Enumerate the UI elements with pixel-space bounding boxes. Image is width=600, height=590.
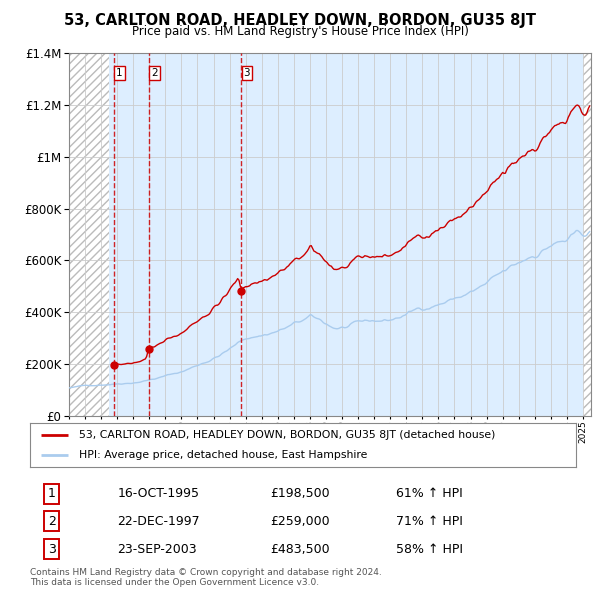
- Text: £483,500: £483,500: [270, 543, 330, 556]
- Text: 71% ↑ HPI: 71% ↑ HPI: [396, 515, 463, 528]
- Text: 58% ↑ HPI: 58% ↑ HPI: [396, 543, 463, 556]
- Text: 3: 3: [48, 543, 56, 556]
- Text: £198,500: £198,500: [270, 487, 330, 500]
- Text: 53, CARLTON ROAD, HEADLEY DOWN, BORDON, GU35 8JT (detached house): 53, CARLTON ROAD, HEADLEY DOWN, BORDON, …: [79, 430, 496, 440]
- Text: 2: 2: [48, 515, 56, 528]
- Text: 53, CARLTON ROAD, HEADLEY DOWN, BORDON, GU35 8JT: 53, CARLTON ROAD, HEADLEY DOWN, BORDON, …: [64, 13, 536, 28]
- Text: 2: 2: [151, 68, 158, 78]
- Text: 23-SEP-2003: 23-SEP-2003: [118, 543, 197, 556]
- Text: 1: 1: [48, 487, 56, 500]
- Text: 3: 3: [244, 68, 250, 78]
- Text: 1: 1: [116, 68, 123, 78]
- Bar: [69, 53, 109, 416]
- Text: HPI: Average price, detached house, East Hampshire: HPI: Average price, detached house, East…: [79, 450, 368, 460]
- Text: 22-DEC-1997: 22-DEC-1997: [118, 515, 200, 528]
- Text: Price paid vs. HM Land Registry's House Price Index (HPI): Price paid vs. HM Land Registry's House …: [131, 25, 469, 38]
- Text: Contains HM Land Registry data © Crown copyright and database right 2024.
This d: Contains HM Land Registry data © Crown c…: [30, 568, 382, 587]
- Text: £259,000: £259,000: [270, 515, 330, 528]
- Text: 16-OCT-1995: 16-OCT-1995: [118, 487, 199, 500]
- Text: 61% ↑ HPI: 61% ↑ HPI: [396, 487, 463, 500]
- Bar: [583, 53, 591, 416]
